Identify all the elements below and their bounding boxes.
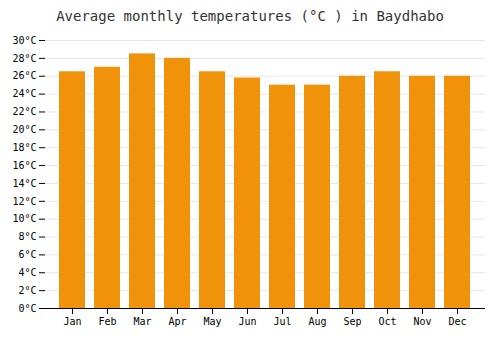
svg-text:10°C: 10°C — [12, 213, 36, 224]
html-text:Average monthly temperatures (: Average monthly temperatures (°C ) in Ba… — [56, 8, 444, 24]
svg-text:8°C: 8°C — [18, 231, 36, 242]
svg-text:14°C: 14°C — [12, 178, 36, 189]
svg-text:Feb: Feb — [98, 316, 116, 327]
svg-text:Mar: Mar — [133, 316, 151, 327]
svg-text:Aug: Aug — [308, 316, 326, 327]
svg-text:Apr: Apr — [168, 316, 186, 327]
svg-text:28°C: 28°C — [12, 53, 36, 64]
svg-text:Jul: Jul — [273, 316, 291, 327]
svg-text:12°C: 12°C — [12, 196, 36, 207]
svg-text:Nov: Nov — [413, 316, 431, 327]
svg-text:Sep: Sep — [343, 316, 361, 327]
svg-text:22°C: 22°C — [12, 106, 36, 117]
svg-text:May: May — [203, 316, 221, 327]
svg-text:20°C: 20°C — [12, 124, 36, 135]
svg-text:Jun: Jun — [238, 316, 256, 327]
svg-text:24°C: 24°C — [12, 88, 36, 99]
svg-text:0°C: 0°C — [18, 303, 36, 314]
svg-text:16°C: 16°C — [12, 160, 36, 171]
svg-text:6°C: 6°C — [18, 249, 36, 260]
svg-text:18°C: 18°C — [12, 142, 36, 153]
svg-text:26°C: 26°C — [12, 70, 36, 81]
svg-text:2°C: 2°C — [18, 285, 36, 296]
svg-text:Oct: Oct — [378, 316, 396, 327]
svg-text:Dec: Dec — [448, 316, 466, 327]
svg-text:30°C: 30°C — [12, 35, 36, 46]
svg-text:4°C: 4°C — [18, 267, 36, 278]
svg-text:Jan: Jan — [63, 316, 81, 327]
